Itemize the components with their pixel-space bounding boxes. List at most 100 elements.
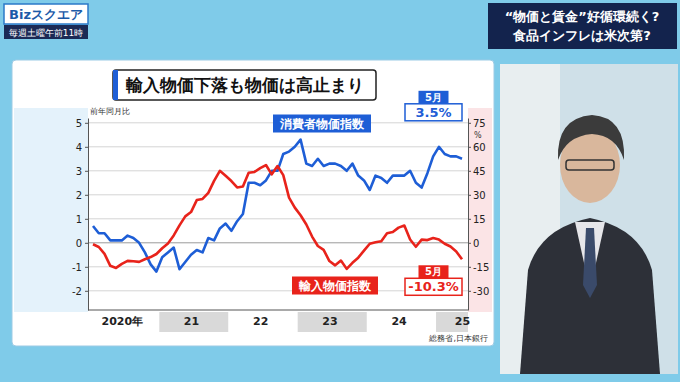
y-axis-tick: 5: [76, 118, 88, 129]
x-axis-tick-label: 2020年: [102, 315, 144, 328]
data-label: -10.3%: [408, 279, 459, 294]
year-band: [228, 312, 297, 332]
x-axis-tick-label: 22: [253, 315, 268, 328]
series-name-text: 消費者物価指数: [279, 117, 365, 131]
series-lines: [93, 140, 462, 272]
y-axis-tick: -2: [72, 286, 88, 297]
y2-axis-tick-label: -30: [473, 286, 489, 297]
headline: “物価と賃金”好循環続く?: [505, 9, 660, 24]
y-axis-tick: 1: [76, 214, 88, 225]
x-axis-line: [88, 310, 468, 311]
y-axis: -2-1012345: [72, 118, 88, 311]
y2-axis-tick-mark: [468, 291, 471, 292]
year-band: [298, 312, 367, 332]
y2-axis-tick-label: -15: [473, 262, 489, 273]
background: [0, 0, 680, 382]
y-axis-tick-mark: [85, 243, 88, 244]
y-axis-line: [88, 119, 89, 311]
y-axis-tick: -1: [72, 262, 88, 273]
y2-axis-tick: 15: [468, 214, 486, 225]
series-name-box: [273, 115, 371, 133]
y2-axis-tick-mark: [468, 195, 471, 196]
title-accent: [113, 70, 118, 100]
screen: Bizスクエア毎週土曜午前11時 “物価と賃金”好循環続く? 食品インフレは米次第?…: [0, 0, 680, 382]
y2-axis-tick: 0: [468, 238, 479, 249]
y2-axis-tick: 60: [468, 142, 486, 153]
y2-axis-tick-label: 45: [473, 166, 486, 177]
callout-head: [419, 91, 449, 104]
series-name: 輸入物価指数: [292, 277, 378, 295]
y-axis-tick-mark: [85, 147, 88, 148]
year-band: [90, 312, 159, 332]
y-axis-tick-label: 0: [76, 238, 82, 249]
x-axis-tick: 23: [322, 310, 337, 328]
grid-line: [88, 194, 468, 195]
x-axis-tick-label: 24: [391, 315, 407, 328]
y2-axis-tick-mark: [468, 219, 471, 220]
y2-axis-tick-mark: [468, 147, 471, 148]
y-axis-tick-label: 2: [76, 190, 82, 201]
y2-axis-tick-mark: [468, 243, 471, 244]
x-axis-tick: 21: [184, 310, 199, 328]
left-axis-strip: [14, 108, 88, 312]
y2-axis-tick-label: 0: [473, 238, 479, 249]
presenter: [500, 64, 678, 374]
logo-box: [4, 4, 88, 24]
x-axis-tick-label: 25: [455, 315, 470, 328]
y-axis-tick: 2: [76, 190, 88, 201]
y-axis-tick: 4: [76, 142, 88, 153]
series-line: [93, 165, 462, 269]
callout-head: [419, 265, 449, 278]
callout-box: [405, 278, 462, 295]
callout: 5月 -10.3%: [405, 265, 462, 295]
y2-axis-tick: 30: [468, 190, 486, 201]
headline: 食品インフレは米次第?: [512, 28, 651, 43]
year-band: [159, 312, 228, 332]
y-axis-tick-mark: [85, 195, 88, 196]
title-box: [113, 70, 376, 100]
x-axis-tick: 22: [253, 310, 268, 328]
presenter-tie: [583, 228, 597, 298]
grid-line: [88, 266, 468, 267]
x-axis-tick: 2020年: [102, 310, 144, 328]
y-axis-tick-mark: [85, 267, 88, 268]
y-axis-tick-label: 4: [76, 142, 82, 153]
right-axis-strip: [468, 108, 492, 312]
y2-axis-tick-label: 60: [473, 142, 486, 153]
presenter-panel: [500, 64, 678, 374]
title: 輸入物価下落も物価は高止まり: [125, 75, 364, 95]
x-axis-tick-label: 21: [184, 315, 199, 328]
presenter-glasses: [566, 160, 614, 170]
chart-panel: [12, 60, 494, 346]
y2-axis-tick: 45: [468, 166, 486, 177]
y2-axis: -30 -15 0 15 30 45 60 75: [468, 118, 489, 311]
series-line: [93, 140, 462, 272]
x-axis-tick: 25: [455, 310, 470, 328]
callout-month: 5月: [425, 92, 442, 103]
callout: 5月3.5%: [405, 91, 462, 121]
y-axis-tick-mark: [85, 171, 88, 172]
y2-axis-tick-label: 75: [473, 118, 486, 129]
x-axis: 2020年 21 22 23 24 25: [88, 310, 470, 328]
title-group: 輸入物価下落も物価は高止まり: [113, 70, 376, 100]
y-axis-tick: 0: [76, 238, 88, 249]
y-axis-tick-label: -2: [72, 286, 82, 297]
y-axis-tick-label: 5: [76, 118, 82, 129]
grid-line: [88, 218, 468, 219]
presenter-hair: [558, 115, 624, 160]
callout-box: [405, 104, 462, 121]
y2-axis-tick-label: 30: [473, 190, 486, 201]
y-axis-title: 前年同月比: [90, 107, 130, 116]
y2-axis-tick: -15: [468, 262, 489, 273]
presenter-suit: [520, 218, 660, 374]
plot-background: [88, 118, 468, 310]
series-name-box: [292, 277, 378, 295]
series-name-text: 輸入物価指数: [298, 279, 372, 293]
callout-month: 5月: [425, 266, 442, 277]
y-axis-tick-mark: [85, 219, 88, 220]
schedule: 毎週土曜午前11時: [9, 28, 83, 38]
y-axis-tick-mark: [85, 291, 88, 292]
year-band: [367, 312, 436, 332]
logo: Bizスクエア: [9, 7, 83, 22]
grid-line: [88, 146, 468, 147]
